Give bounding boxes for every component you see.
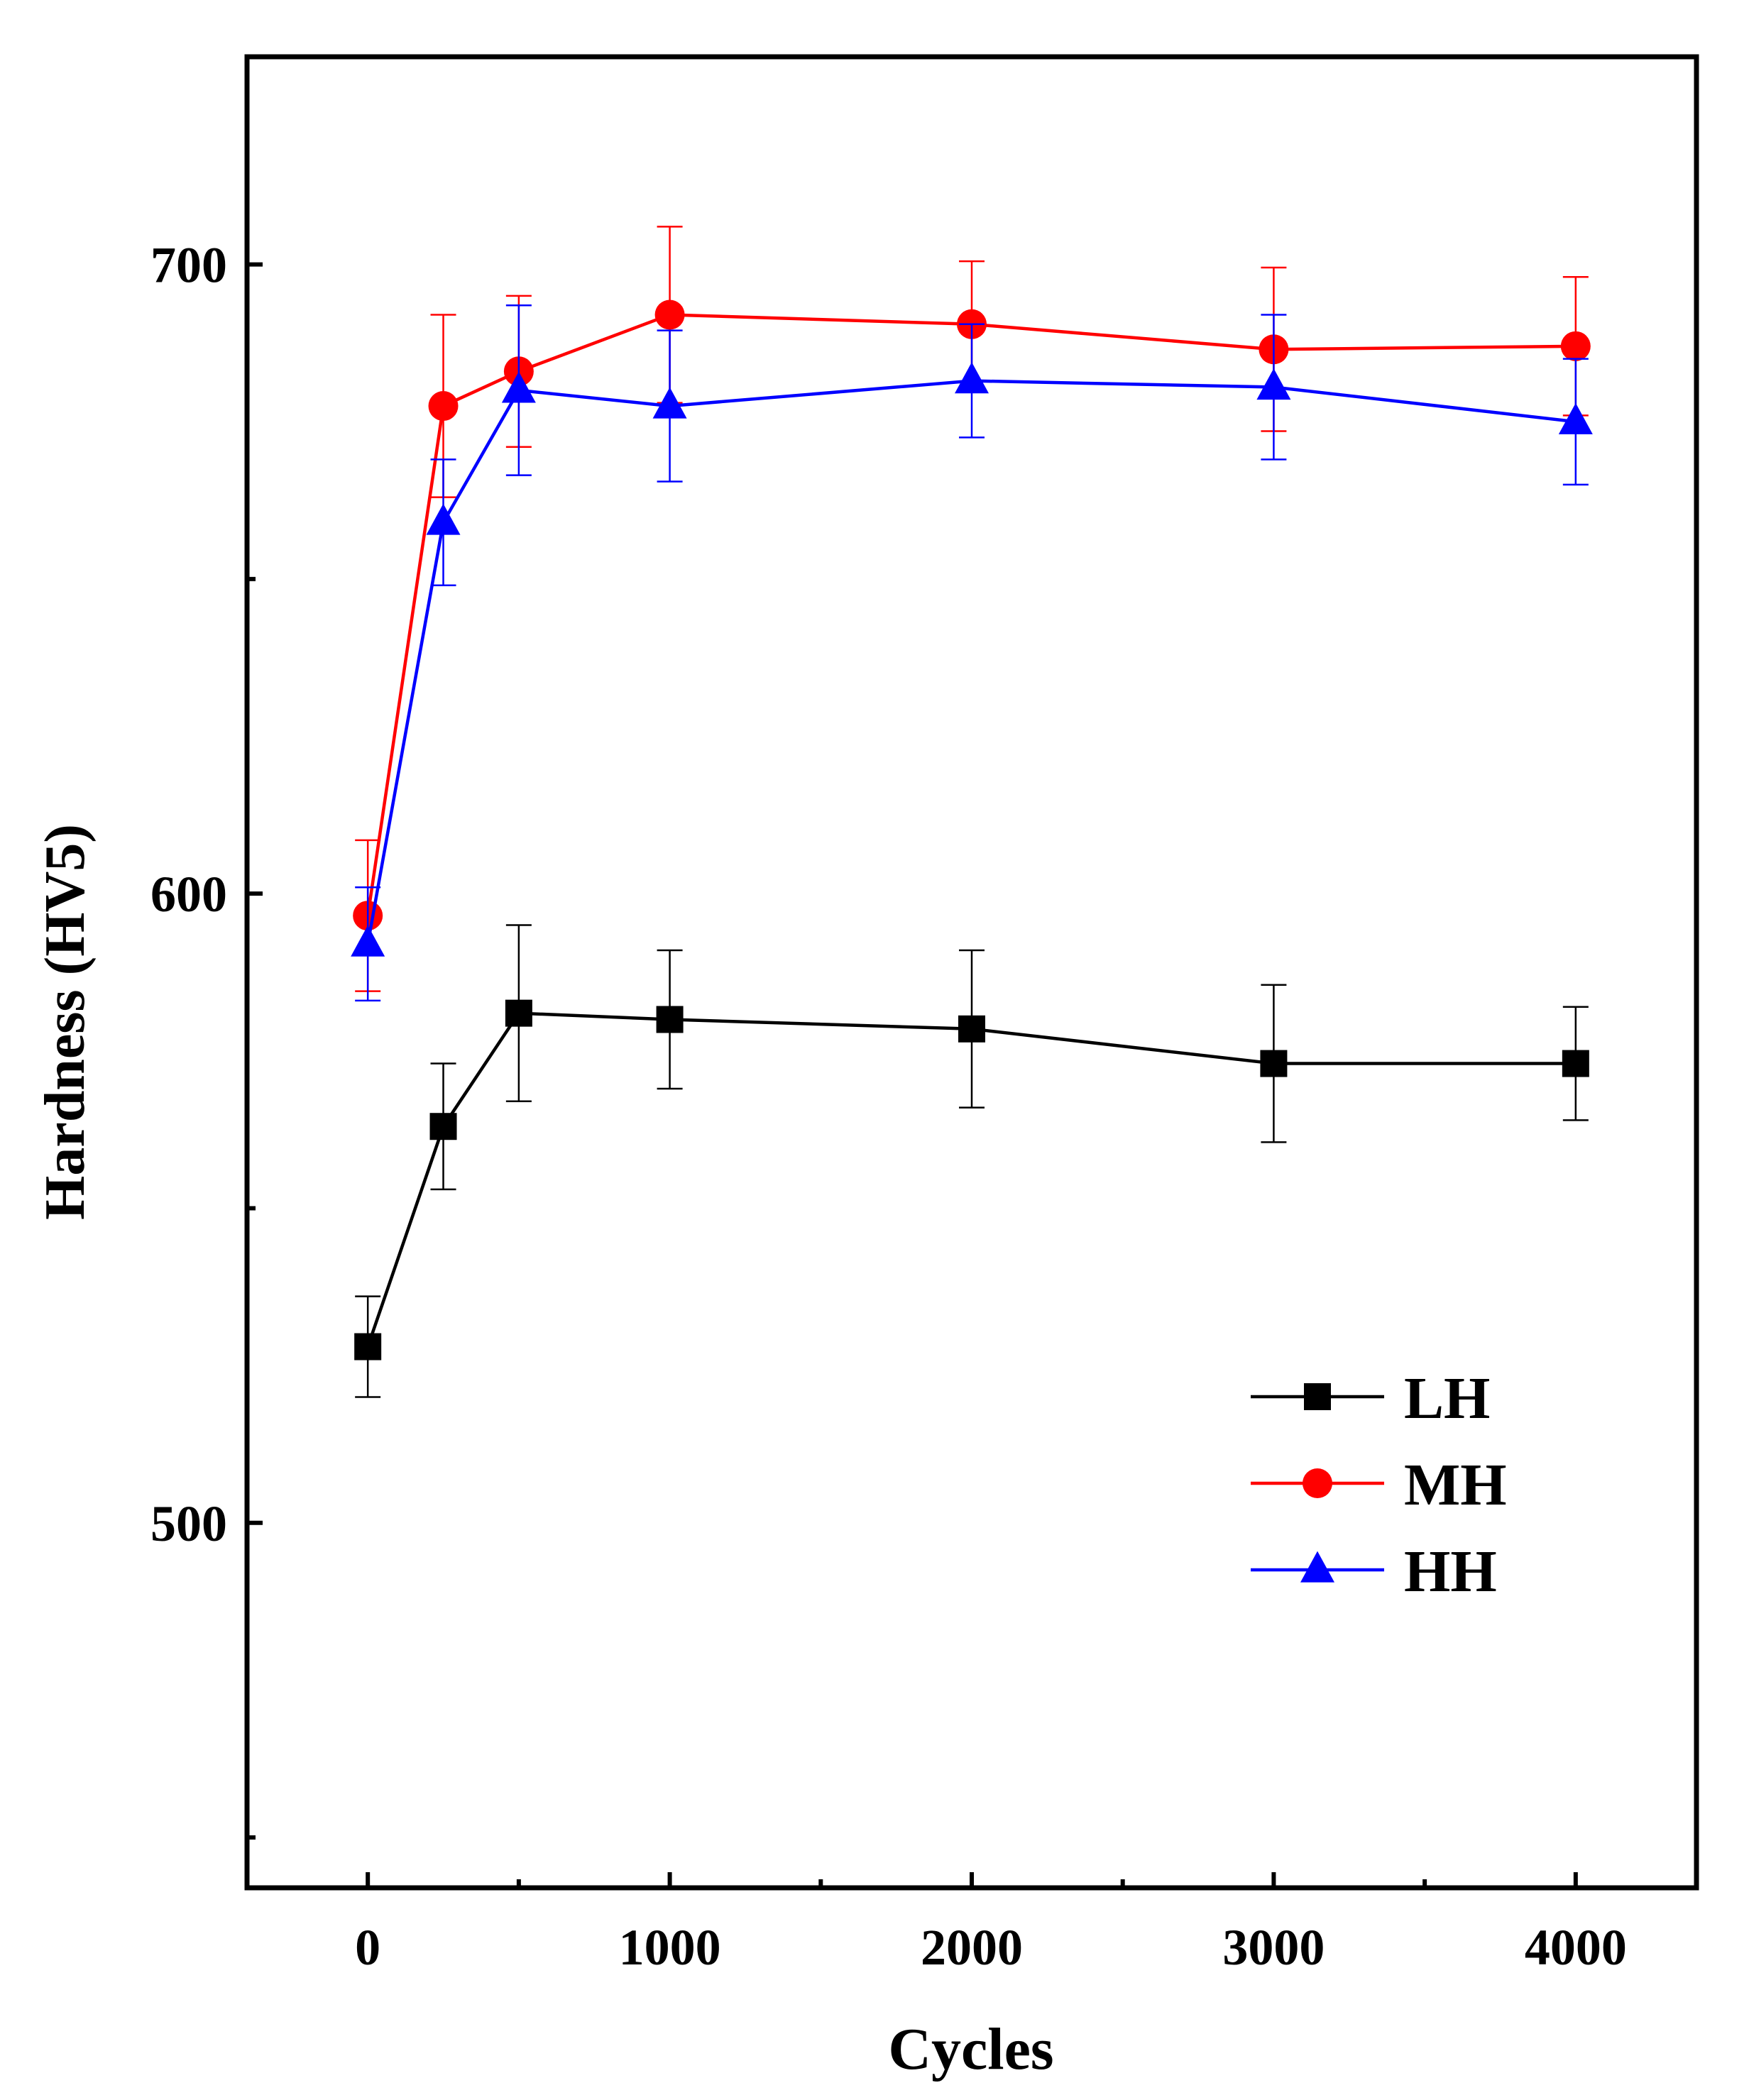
series-lh: [354, 924, 1589, 1398]
data-point-lh: [1260, 1050, 1288, 1077]
data-point-hh: [955, 362, 989, 394]
data-point-lh: [1562, 1050, 1589, 1077]
data-point-hh: [426, 503, 461, 535]
x-tick-label: 2000: [921, 1919, 1023, 1976]
data-point-hh: [1256, 368, 1291, 400]
x-tick-label: 4000: [1525, 1919, 1627, 1976]
legend-label-mh: MH: [1404, 1452, 1507, 1518]
y-tick-label: 700: [150, 237, 227, 294]
y-axis-label-group: Hardness (HV5): [34, 824, 97, 1220]
data-point-hh: [1558, 402, 1593, 434]
data-point-lh: [354, 1333, 382, 1360]
data-point-hh: [652, 387, 687, 419]
legend-marker-mh: [1303, 1468, 1332, 1498]
legend-marker-lh: [1304, 1383, 1331, 1410]
legend-item-hh: HH: [1251, 1539, 1497, 1605]
data-point-hh: [351, 925, 385, 957]
y-tick-label: 600: [150, 866, 227, 923]
legend-item-lh: LH: [1251, 1365, 1490, 1431]
legend-label-lh: LH: [1404, 1365, 1490, 1431]
data-point-mh: [428, 391, 459, 422]
y-tick-label: 500: [150, 1495, 227, 1552]
y-axis-label: Hardness (HV5): [34, 824, 97, 1220]
data-point-lh: [505, 999, 532, 1027]
legend-label-hh: HH: [1404, 1539, 1497, 1605]
x-tick-label: 1000: [619, 1919, 721, 1976]
data-point-hh: [501, 371, 536, 403]
data-point-lh: [429, 1113, 457, 1140]
data-point-lh: [958, 1015, 985, 1043]
data-point-mh: [654, 299, 685, 330]
data-point-mh: [1560, 331, 1591, 361]
data-point-lh: [656, 1006, 684, 1033]
x-axis-label: Cycles: [888, 2016, 1053, 2082]
legend: LH MH HH: [1251, 1365, 1507, 1605]
x-tick-label: 3000: [1222, 1919, 1325, 1976]
x-tick-label: 0: [355, 1919, 380, 1976]
legend-item-mh: MH: [1251, 1452, 1507, 1518]
legend-marker-hh: [1300, 1551, 1334, 1583]
axes-layer: 0 1000 2000 3000 4000 500 600 700: [150, 237, 1627, 1976]
plot-layer: [351, 226, 1593, 1398]
series-hh: [351, 304, 1593, 1002]
